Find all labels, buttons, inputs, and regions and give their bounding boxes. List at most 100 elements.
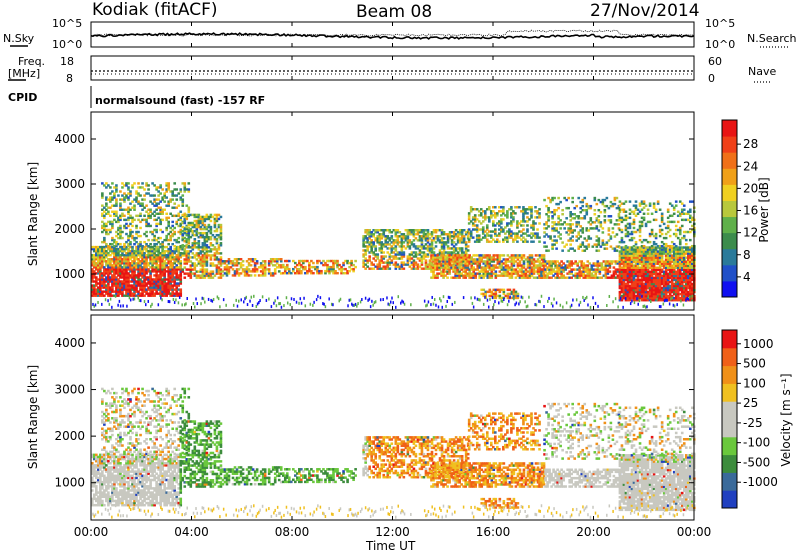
power-cell: [362, 241, 365, 244]
power-cell: [640, 280, 644, 284]
power-cell: [406, 233, 410, 236]
power-cell: [516, 256, 520, 259]
power-cell: [141, 251, 144, 255]
power-cell: [436, 276, 439, 279]
power-cell: [181, 248, 185, 251]
power-cell: [446, 251, 450, 254]
power-cell: [636, 256, 640, 259]
power-cell: [480, 256, 484, 259]
power-cell: [145, 222, 148, 226]
power-cell: [175, 288, 179, 291]
power-cell: [213, 225, 217, 229]
freq-tick-18: 18: [60, 55, 74, 68]
power-cell: [155, 218, 158, 222]
power-cell: [442, 256, 445, 259]
power-cell: [137, 247, 140, 251]
power-cell: [577, 247, 581, 250]
power-cell: [622, 248, 626, 251]
power-cell: [135, 294, 138, 297]
power-cell: [217, 258, 221, 261]
power-cell: [640, 292, 644, 296]
power-cell: [442, 241, 446, 244]
power-cell: [658, 270, 662, 274]
power-cell: [468, 256, 471, 259]
power-cell: [608, 262, 612, 265]
power-cell: [624, 270, 628, 274]
power-cell: [376, 231, 380, 234]
power-cell: [203, 244, 207, 247]
power-cell: [388, 231, 392, 234]
power-cell: [201, 268, 205, 271]
power-cell: [153, 253, 156, 257]
power-cell: [620, 290, 624, 294]
power-cell: [480, 276, 484, 279]
power-cell: [131, 184, 134, 187]
power-cell: [632, 264, 636, 267]
power-cell: [480, 254, 484, 257]
power-cell: [103, 258, 106, 261]
power-cell: [492, 254, 496, 257]
power-cell: [408, 239, 412, 242]
power-cell: [119, 228, 122, 232]
power-cell: [530, 236, 533, 239]
power-cell: [615, 206, 619, 210]
power-cell: [442, 274, 445, 277]
power-cell: [209, 235, 213, 239]
power-cell: [207, 238, 211, 241]
power-cell: [428, 245, 432, 248]
power-cell: [161, 282, 164, 285]
power-cell: [542, 256, 546, 259]
power-cell: [634, 254, 638, 257]
power-cell: [141, 244, 144, 248]
power-cell: [506, 230, 509, 233]
power-cell: [189, 221, 193, 225]
power-cell: [159, 294, 162, 297]
power-cell: [133, 294, 136, 297]
power-cell: [551, 227, 554, 230]
power-cell: [668, 292, 672, 296]
power-cell: [575, 235, 579, 238]
power-cell: [151, 260, 154, 263]
power-cell: [99, 253, 102, 257]
power-cell: [504, 258, 508, 261]
power-cell: [171, 214, 175, 218]
power-cell: [209, 270, 213, 273]
power-cell: [179, 216, 183, 220]
power-cell: [123, 226, 126, 230]
power-cell: [490, 266, 494, 269]
power-cell: [422, 267, 426, 270]
power-cell: [664, 280, 668, 284]
power-cell: [586, 270, 590, 273]
power-cell: [111, 226, 114, 230]
power-cell: [121, 194, 124, 197]
power-cell: [648, 290, 652, 294]
power-cell: [283, 267, 287, 271]
power-cell: [143, 266, 146, 269]
power-cell: [111, 270, 114, 273]
power-cell: [231, 260, 235, 263]
power-cell: [569, 237, 572, 240]
power-cell: [205, 250, 209, 253]
power-cell: [237, 262, 241, 265]
power-cell: [502, 240, 505, 243]
power-cell: [155, 282, 158, 285]
power-cell: [630, 284, 634, 288]
power-cell: [626, 258, 630, 261]
power-cell: [654, 266, 658, 269]
power-cell: [528, 268, 532, 271]
power-cell: [632, 290, 636, 294]
power-cell: [261, 260, 265, 263]
power-cell: [538, 262, 542, 265]
power-cell: [205, 231, 209, 235]
nave-label: Nave: [748, 65, 776, 78]
power-cell: [191, 223, 195, 227]
power-cell: [161, 240, 164, 244]
power-cell: [213, 248, 217, 251]
power-cell: [486, 262, 490, 265]
power-cell: [175, 258, 179, 261]
power-cell: [117, 228, 120, 232]
power-cell: [151, 232, 154, 236]
power-cell: [261, 270, 265, 273]
power-cell: [326, 265, 329, 269]
power-cell: [578, 270, 582, 273]
